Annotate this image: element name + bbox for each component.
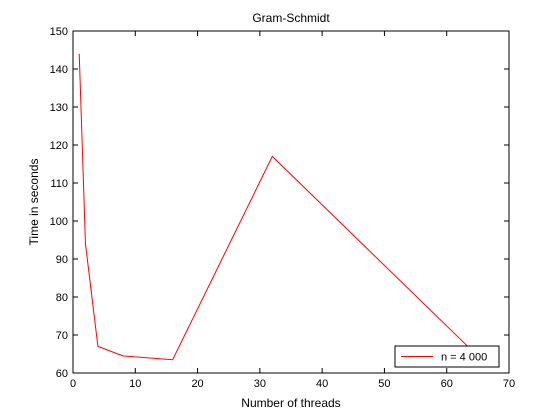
y-tick-label: 150 [50, 26, 68, 38]
y-tick-label: 140 [50, 64, 68, 76]
x-tick-label: 10 [129, 378, 141, 390]
x-axis-ticks: 0 10 20 30 40 50 60 70 [70, 31, 515, 390]
legend-box [394, 345, 500, 368]
series-layer [78, 53, 472, 361]
y-tick-label: 70 [56, 330, 68, 342]
y-tick-label: 120 [50, 140, 68, 152]
y-axis-ticks: 60 70 80 90 100 110 120 130 140 150 [50, 26, 509, 380]
x-tick-label: 60 [441, 378, 453, 390]
x-tick-label: 20 [191, 378, 203, 390]
legend: n = 4 000 [394, 345, 500, 368]
series-line [78, 53, 472, 361]
x-tick-label: 30 [254, 378, 266, 390]
plot-frame [72, 30, 510, 374]
x-tick-label: 40 [316, 378, 328, 390]
y-tick-label: 80 [56, 292, 68, 304]
x-tick-label: 0 [70, 378, 76, 390]
y-tick-label: 130 [50, 102, 68, 114]
y-tick-label: 90 [56, 254, 68, 266]
y-tick-label: 100 [50, 216, 68, 228]
y-tick-label: 110 [50, 178, 68, 190]
x-tick-label: 50 [378, 378, 390, 390]
y-tick-label: 60 [56, 368, 68, 380]
x-axis-label: Number of threads [241, 396, 340, 410]
x-tick-label: 70 [503, 378, 515, 390]
plot-area: 0 10 20 30 40 50 60 70 60 70 80 90 100 110 120 130 140 1… [50, 26, 515, 390]
y-axis-label: Time in seconds [27, 159, 41, 246]
legend-entry-label: n = 4 000 [441, 352, 487, 364]
chart-title: Gram-Schmidt [252, 11, 330, 25]
